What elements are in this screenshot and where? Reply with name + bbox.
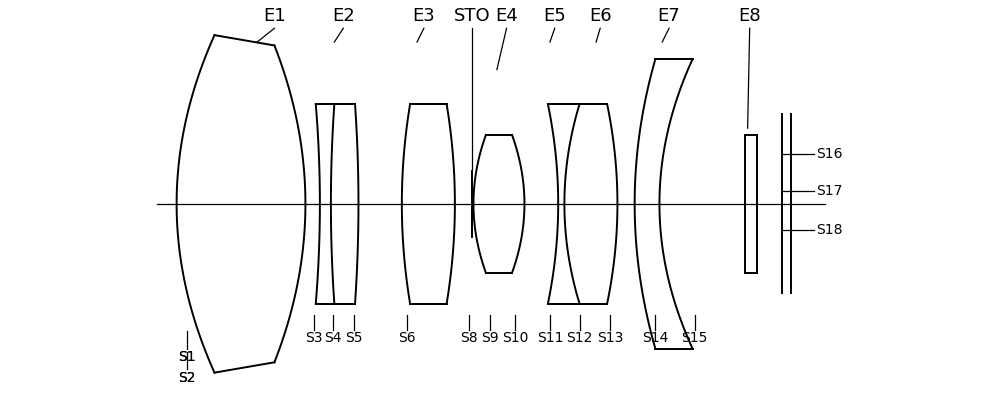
Text: S10: S10 bbox=[502, 331, 529, 345]
Text: S2: S2 bbox=[178, 371, 196, 385]
Text: E3: E3 bbox=[413, 7, 435, 25]
Text: S12: S12 bbox=[566, 331, 593, 345]
Text: E1: E1 bbox=[263, 7, 286, 25]
Text: S16: S16 bbox=[816, 147, 843, 161]
Text: S8: S8 bbox=[461, 331, 478, 345]
Text: S5: S5 bbox=[345, 331, 362, 345]
Text: S11: S11 bbox=[537, 331, 563, 345]
Text: STO: STO bbox=[454, 7, 490, 25]
Text: S1: S1 bbox=[178, 350, 196, 364]
Text: E2: E2 bbox=[332, 7, 355, 25]
Text: S9: S9 bbox=[481, 331, 499, 345]
Text: S3: S3 bbox=[306, 331, 323, 345]
Text: E7: E7 bbox=[658, 7, 680, 25]
Text: S15: S15 bbox=[681, 331, 708, 345]
Text: S14: S14 bbox=[642, 331, 669, 345]
Text: S13: S13 bbox=[597, 331, 623, 345]
Text: E5: E5 bbox=[543, 7, 566, 25]
Text: S1: S1 bbox=[178, 350, 196, 364]
Text: E4: E4 bbox=[495, 7, 518, 25]
Text: S2: S2 bbox=[178, 371, 196, 385]
Text: S18: S18 bbox=[816, 223, 843, 237]
Text: E6: E6 bbox=[589, 7, 612, 25]
Text: E8: E8 bbox=[738, 7, 761, 25]
Text: S6: S6 bbox=[399, 331, 416, 345]
Text: S4: S4 bbox=[324, 331, 342, 345]
Text: S17: S17 bbox=[816, 184, 843, 199]
